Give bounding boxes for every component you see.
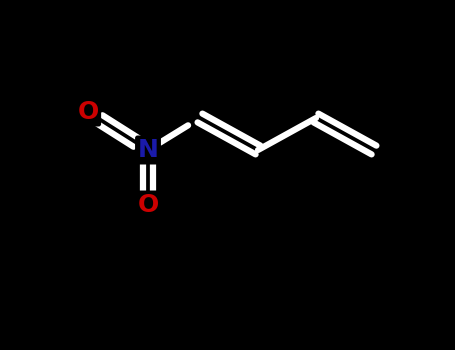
Text: N: N bbox=[137, 138, 158, 162]
Text: O: O bbox=[137, 193, 159, 217]
Text: O: O bbox=[77, 100, 99, 124]
